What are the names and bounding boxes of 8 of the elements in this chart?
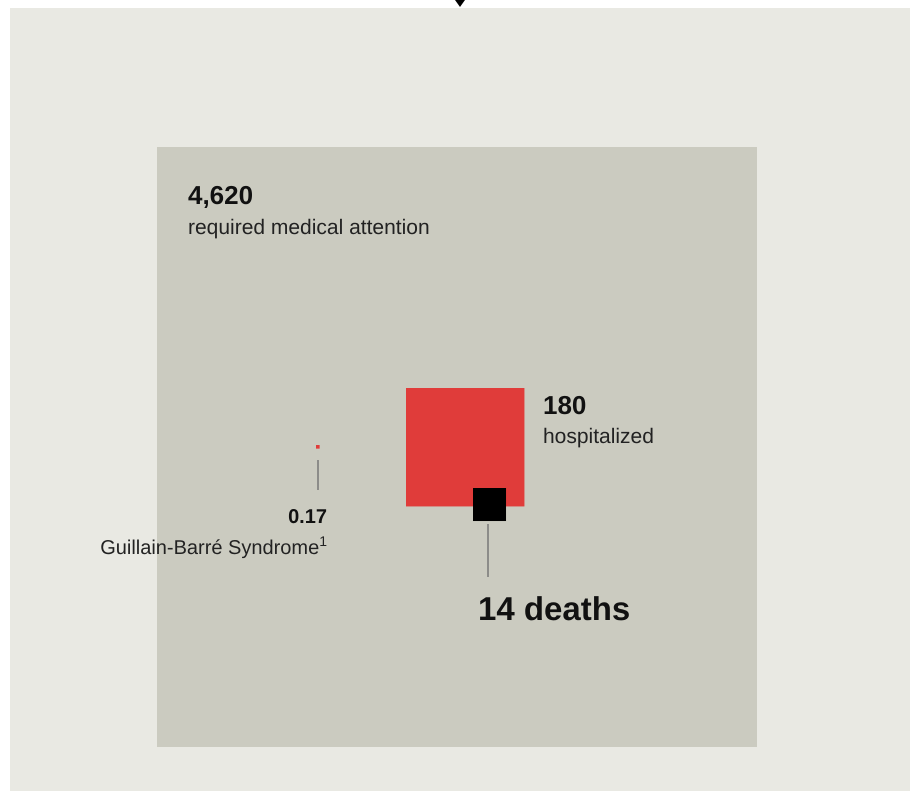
data-label: 0.17: [288, 506, 327, 528]
category-label: required medical attention: [188, 216, 430, 239]
data-label: 180: [543, 390, 586, 420]
data-label: 4,620: [188, 180, 254, 210]
category-label: hospitalized: [543, 425, 654, 448]
category-label: Guillain-Barré Syndrome$^{1}$: [100, 533, 328, 559]
data-label: 14: [478, 590, 515, 627]
category-label: deaths: [524, 590, 630, 627]
